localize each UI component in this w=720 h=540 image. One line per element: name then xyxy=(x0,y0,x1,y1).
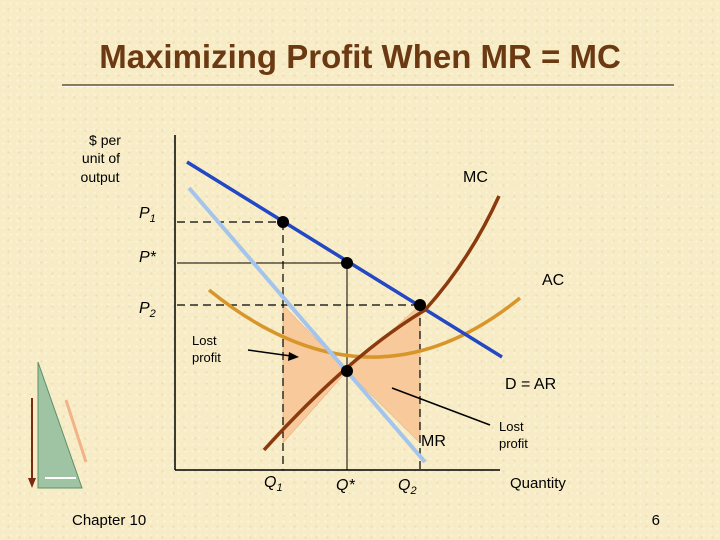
p2-subscript: 2 xyxy=(149,308,156,320)
demand-label: D = AR xyxy=(505,376,556,393)
mr-curve xyxy=(187,186,427,464)
lost-profit-left-area xyxy=(282,304,348,444)
qstar-label: Q* xyxy=(336,477,355,494)
page-number: 6 xyxy=(651,512,660,529)
lost-profit-left-line1: Lost xyxy=(192,333,217,348)
mr-label: MR xyxy=(421,433,446,450)
slide-navigation-icon[interactable] xyxy=(28,361,88,489)
q1-letter: Q xyxy=(264,474,276,491)
ac-label: AC xyxy=(542,272,564,289)
point-p1-q1 xyxy=(277,216,289,228)
chapter-label: Chapter 10 xyxy=(72,512,147,529)
lost-profit-left-arrow xyxy=(247,349,299,361)
q2-label: Q2 xyxy=(398,477,417,497)
p1-subscript: 1 xyxy=(150,213,156,225)
point-pstar-qstar xyxy=(341,257,353,269)
p1-letter: P xyxy=(139,205,150,222)
mc-curve xyxy=(262,195,501,452)
p2-label: P2 xyxy=(139,300,156,320)
lost-profit-right-line2: profit xyxy=(499,436,528,451)
q1-subscript: 1 xyxy=(276,482,282,494)
point-p2-q2 xyxy=(414,299,426,311)
lost-profit-right-line1: Lost xyxy=(499,419,524,434)
y-axis-label-line1: $ per xyxy=(89,132,121,148)
lost-profit-right-area xyxy=(346,304,421,444)
lost-profit-right-arrow xyxy=(391,387,491,426)
mc-label: MC xyxy=(463,169,488,186)
q1-label: Q1 xyxy=(264,474,283,494)
lost-profit-left-line2: profit xyxy=(192,350,221,365)
pstar-label: P* xyxy=(139,249,157,266)
triangle-icon xyxy=(37,361,83,489)
up-arrow-icon xyxy=(64,399,88,463)
y-axis-label-line2: unit of xyxy=(82,150,120,166)
down-arrow-head-icon xyxy=(28,478,36,488)
q2-subscript: 2 xyxy=(409,485,416,497)
ac-curve xyxy=(207,288,522,359)
point-mr-equals-mc xyxy=(341,365,353,377)
x-axis-label: Quantity xyxy=(510,475,566,492)
p1-label: P1 xyxy=(139,205,156,225)
q2-letter: Q xyxy=(398,477,410,494)
p2-letter: P xyxy=(139,300,150,317)
slide-title: Maximizing Profit When MR = MC xyxy=(99,38,621,75)
title-divider xyxy=(62,84,674,86)
y-axis-label-line3: output xyxy=(81,169,120,185)
